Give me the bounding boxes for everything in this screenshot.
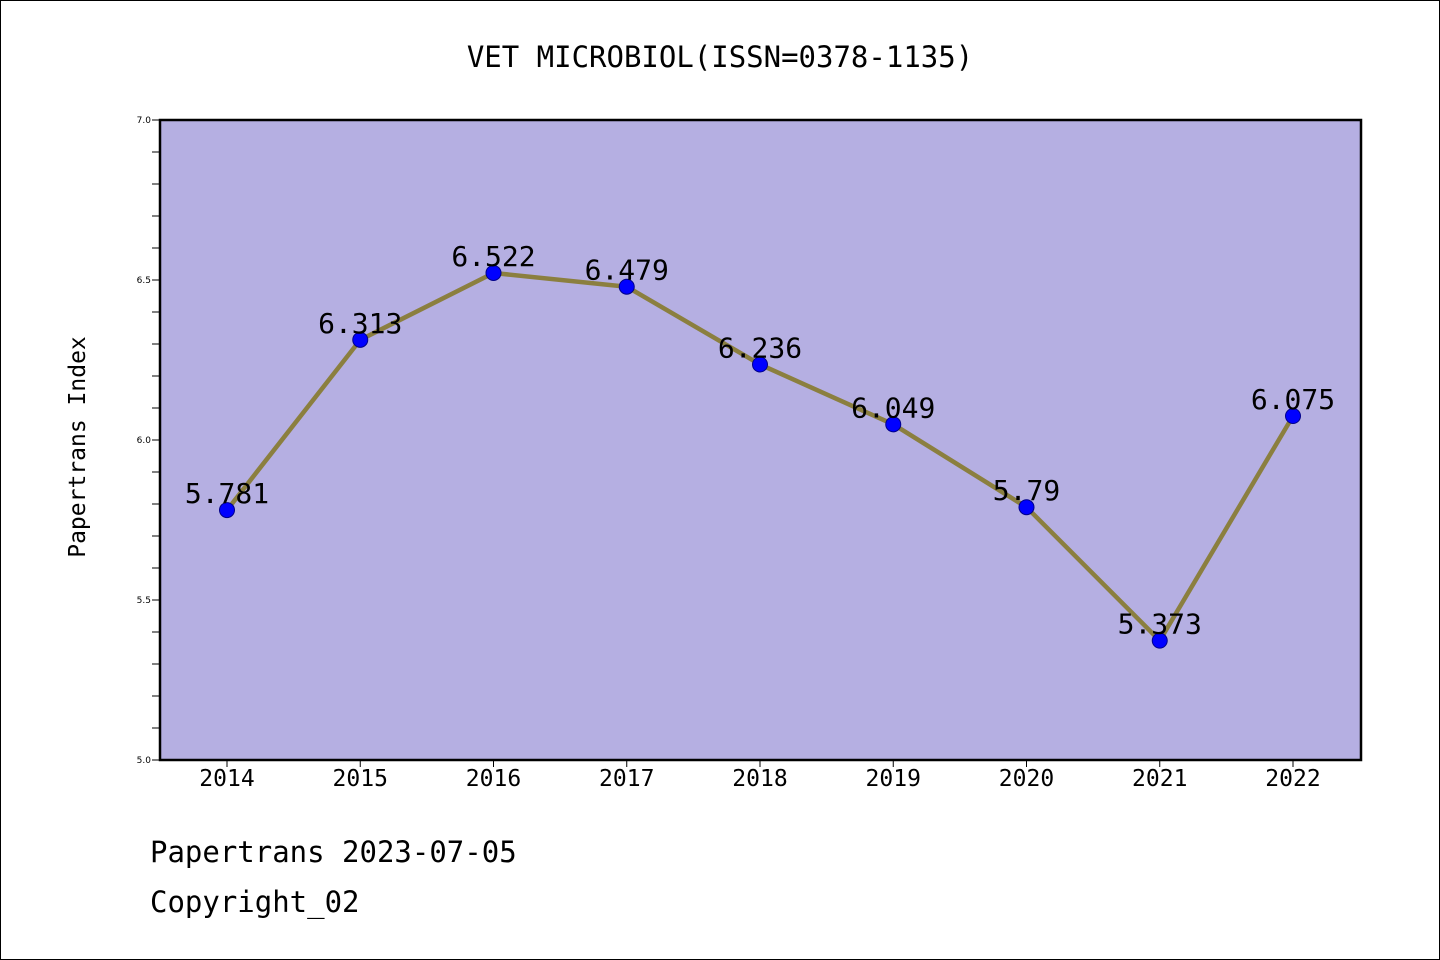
x-tick-label: 2019	[866, 766, 921, 792]
marker-layer	[219, 264, 1301, 649]
data-label: 6.479	[585, 254, 669, 287]
data-point-marker	[219, 502, 235, 519]
footer-date: Papertrans 2023-07-05	[150, 835, 517, 869]
data-point-marker	[885, 416, 902, 433]
y-axis-ticks: 5.0 5.5 6.0 6.5 7.0	[137, 116, 160, 766]
x-tick-label: 2015	[333, 766, 388, 792]
data-point-marker	[1018, 499, 1035, 516]
y-tick-label: 6.5	[137, 276, 151, 286]
x-tick-label: 2018	[732, 766, 787, 792]
data-point-marker	[1151, 632, 1168, 649]
chart-title: VET MICROBIOL(ISSN=0378-1135)	[467, 40, 973, 74]
data-label: 6.313	[318, 307, 402, 340]
x-tick-label: 2014	[199, 766, 254, 792]
data-point-marker	[352, 331, 369, 348]
data-point-marker	[485, 264, 502, 281]
data-label: 6.522	[451, 240, 535, 273]
data-label: 5.373	[1118, 608, 1202, 641]
data-point-marker	[618, 278, 635, 295]
data-point-marker	[752, 356, 768, 373]
y-tick-label: 7.0	[137, 116, 152, 126]
y-axis-label: Papertrans Index	[65, 336, 91, 558]
data-label: 6.049	[851, 391, 935, 424]
x-tick-label: 2016	[466, 766, 521, 792]
x-axis-ticks: 2014 2015 2016 2017 2018 2019 2020 2021 2022	[199, 760, 1321, 792]
x-tick-label: 2022	[1265, 766, 1320, 792]
x-tick-label: 2021	[1132, 766, 1187, 792]
data-label: 5.781	[185, 477, 269, 510]
data-label: 6.236	[718, 331, 802, 364]
y-tick-label: 5.5	[137, 596, 151, 606]
x-tick-label: 2020	[999, 766, 1054, 792]
data-label-layer: 5.781 6.313 6.522 6.479 6.236 6.049 5.79 5.373 6…	[185, 240, 1335, 641]
y-tick-label: 5.0	[137, 756, 152, 766]
data-label: 6.075	[1251, 383, 1335, 416]
y-tick-label: 6.0	[137, 436, 152, 446]
data-label: 5.79	[993, 474, 1060, 507]
x-tick-label: 2017	[599, 766, 654, 792]
data-point-marker	[1285, 408, 1301, 424]
plot-border	[158, 118, 1363, 762]
footer-copyright: Copyright_02	[150, 885, 360, 919]
plot-area	[160, 120, 1361, 760]
